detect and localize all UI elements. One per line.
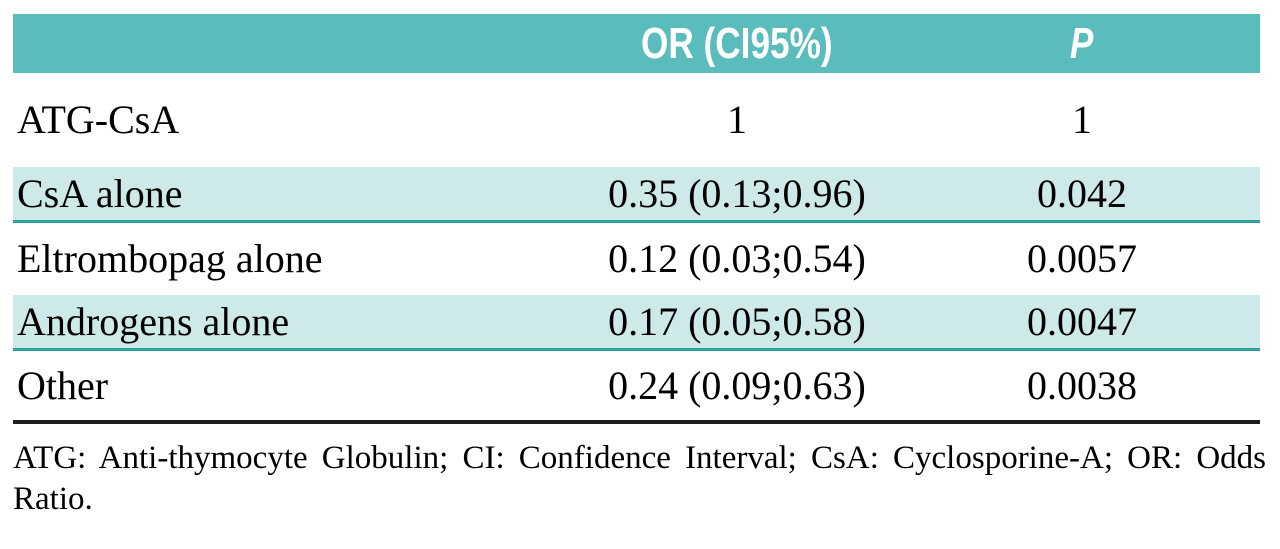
row-p-value: 1 <box>1072 97 1092 142</box>
row-p-value: 0.0038 <box>1027 362 1137 408</box>
table-row: ATG-CsA 1 1 <box>13 73 1260 167</box>
table-row: Androgens alone 0.17 (0.05;0.58) 0.0047 <box>13 295 1260 351</box>
table-footnote: ATG: Anti-thymocyte Globulin; CI: Confid… <box>13 440 1266 518</box>
row-p-value: 0.042 <box>1037 170 1127 216</box>
row-or-value: 0.12 (0.03;0.54) <box>608 236 866 281</box>
row-or-value: 0.35 (0.13;0.96) <box>608 170 866 216</box>
table-row: CsA alone 0.35 (0.13;0.96) 0.042 <box>13 167 1260 223</box>
row-label: ATG-CsA <box>17 97 180 142</box>
row-label: Eltrombopag alone <box>17 236 323 281</box>
table-row: Other 0.24 (0.09;0.63) 0.0038 <box>13 351 1260 424</box>
header-or-ci-label: OR (CI95%) <box>641 18 833 68</box>
row-label: CsA alone <box>17 170 183 216</box>
results-table: OR (CI95%) P ATG-CsA 1 1 CsA alone 0.35 … <box>13 14 1260 424</box>
header-p: P <box>904 18 1260 68</box>
row-or-value: 0.17 (0.05;0.58) <box>608 298 866 344</box>
row-p-value: 0.0047 <box>1027 298 1137 344</box>
row-or-value: 1 <box>727 97 747 142</box>
row-p-value: 0.0057 <box>1027 236 1137 281</box>
table-row: Eltrombopag alone 0.12 (0.03;0.54) 0.005… <box>13 223 1260 295</box>
header-or-ci: OR (CI95%) <box>570 18 904 68</box>
row-label: Androgens alone <box>17 298 290 344</box>
header-p-label: P <box>1070 18 1094 68</box>
table-header-row: OR (CI95%) P <box>13 14 1260 73</box>
row-or-value: 0.24 (0.09;0.63) <box>608 362 866 408</box>
row-label: Other <box>17 362 109 408</box>
